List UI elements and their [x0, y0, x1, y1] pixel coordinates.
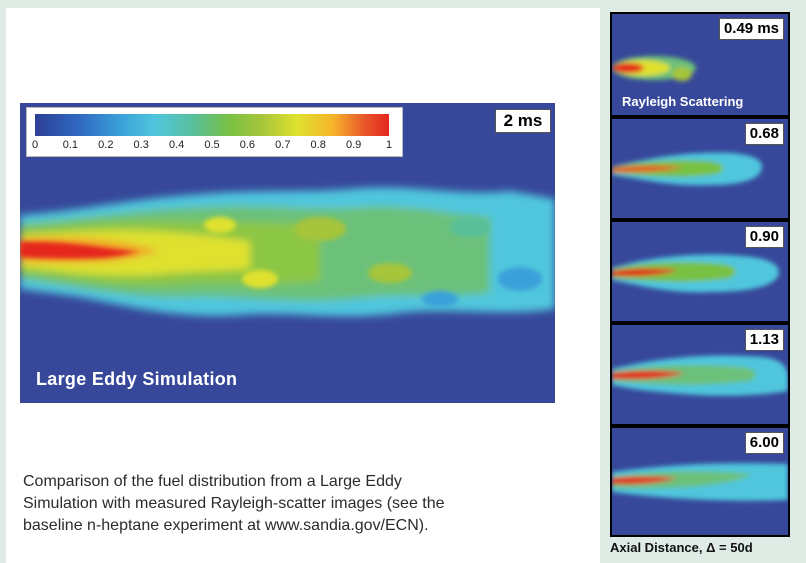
figure-card: 0 0.1 0.2 0.3 0.4 0.5 0.6 0.7 0.8 0.9 1 … [6, 8, 600, 563]
colorbar-tick: 0.6 [239, 139, 256, 151]
colorbar-tick: 0.1 [62, 139, 79, 151]
rayleigh-panel: 0.90 [612, 222, 788, 321]
caption-line: baseline n-heptane experiment at www.san… [23, 517, 429, 534]
les-caption-label: Large Eddy Simulation [36, 369, 238, 389]
colorbar-tick: 0.5 [204, 139, 220, 151]
rayleigh-panel-stack: 0.49 ms Rayleigh Scattering 0.68 0.90 [610, 12, 790, 537]
rayleigh-plume [612, 355, 788, 396]
caption-line: Comparison of the fuel distribution from… [23, 473, 402, 490]
colorbar-gradient [35, 114, 389, 136]
colorbar-tick: 0.7 [275, 139, 291, 151]
rayleigh-panel: 6.00 [612, 428, 788, 535]
colorbar-tick: 0.3 [133, 139, 149, 151]
figure-caption: Comparison of the fuel distribution from… [23, 471, 603, 537]
rayleigh-time-label: 0.49 ms [718, 18, 784, 40]
rayleigh-time-label: 0.68 [744, 123, 784, 145]
colorbar-tick: 0.2 [98, 139, 114, 151]
rayleigh-panel: 0.68 [612, 119, 788, 218]
colorbar-tick: 1 [385, 139, 393, 151]
rayleigh-panel: 1.13 [612, 325, 788, 424]
colorbar-tick: 0.8 [310, 139, 326, 151]
les-time-label: 2 ms [495, 109, 551, 133]
colorbar-ticks: 0 0.1 0.2 0.3 0.4 0.5 0.6 0.7 0.8 0.9 1 [31, 139, 393, 153]
colorbar-legend: 0 0.1 0.2 0.3 0.4 0.5 0.6 0.7 0.8 0.9 1 [26, 107, 403, 157]
caption-line: Simulation with measured Rayleigh-scatte… [23, 495, 445, 512]
les-plume [20, 187, 555, 317]
rayleigh-time-label: 1.13 [744, 329, 784, 351]
rayleigh-plume [612, 56, 696, 81]
rayleigh-panel: 0.49 ms Rayleigh Scattering [612, 14, 788, 115]
colorbar-tick: 0.4 [168, 139, 185, 151]
rayleigh-time-label: 6.00 [744, 432, 784, 454]
rayleigh-plume [612, 254, 779, 293]
rayleigh-time-label: 0.90 [744, 226, 784, 248]
colorbar-tick: 0 [31, 139, 39, 151]
les-image: 0 0.1 0.2 0.3 0.4 0.5 0.6 0.7 0.8 0.9 1 … [20, 103, 555, 403]
rayleigh-plume [612, 463, 788, 501]
colorbar-tick: 0.9 [345, 139, 362, 151]
rayleigh-plume [612, 152, 762, 186]
rayleigh-scattering-label: Rayleigh Scattering [622, 94, 744, 109]
axial-distance-caption: Axial Distance, Δ = 50d [610, 540, 753, 555]
